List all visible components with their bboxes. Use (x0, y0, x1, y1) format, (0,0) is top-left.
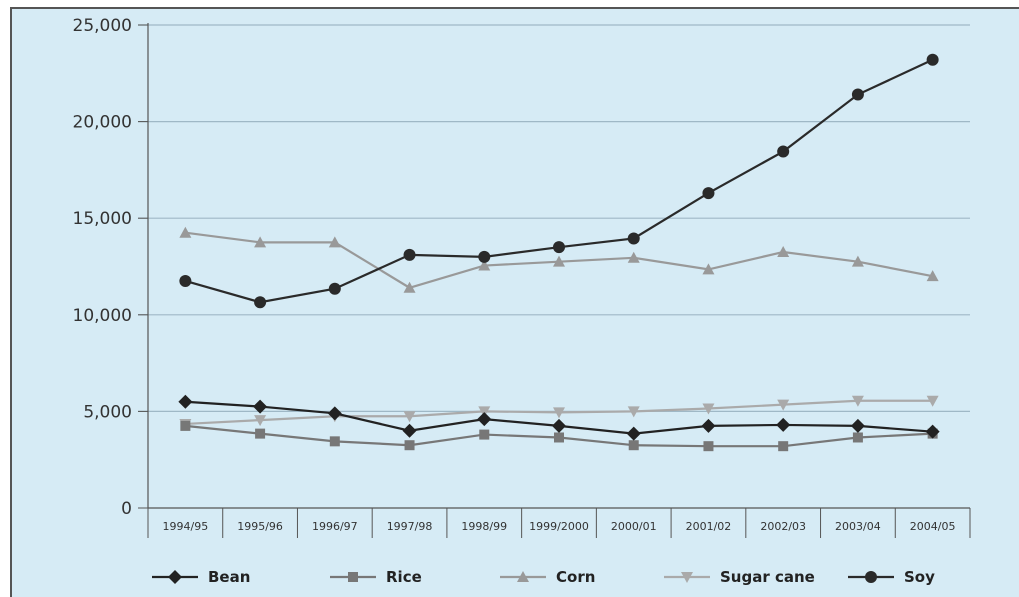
x-tick-label: 1995/96 (237, 520, 283, 533)
series-markers (178, 53, 940, 452)
data-point-bean (552, 418, 566, 433)
data-point-soy (553, 241, 565, 254)
grid-lines (138, 24, 970, 412)
y-tick-label: 10,000 (73, 306, 132, 326)
data-point-corn (478, 259, 491, 271)
data-point-corn (777, 246, 790, 258)
data-point-corn (254, 236, 267, 248)
data-point-soy (851, 88, 864, 101)
data-point-bean (327, 406, 342, 421)
data-point-corn (179, 226, 192, 238)
legend-label-rice: Rice (386, 568, 422, 586)
x-tick-label: 2001/02 (686, 520, 732, 533)
data-point-corn (851, 255, 864, 267)
y-tick-label: 15,000 (73, 209, 132, 229)
x-tick-label: 2003/04 (835, 520, 881, 533)
data-point-soy (926, 53, 939, 66)
data-point-corn (627, 251, 640, 263)
data-point-corn (403, 281, 416, 293)
data-point-rice (255, 428, 266, 439)
data-point-sugar-cane (553, 407, 565, 419)
data-point-rice (404, 440, 415, 451)
y-tick-label: 25,000 (73, 16, 132, 36)
data-point-soy (702, 187, 715, 200)
data-point-sugar-cane (254, 415, 267, 427)
data-point-rice (852, 432, 863, 443)
data-point-sugar-cane (627, 406, 640, 418)
data-point-rice (554, 432, 564, 443)
data-point-bean (925, 424, 940, 439)
axes (147, 23, 970, 509)
legend-marker-rice (348, 572, 358, 582)
data-point-rice (628, 440, 639, 451)
data-point-sugar-cane (777, 399, 790, 411)
data-point-sugar-cane (926, 395, 939, 407)
x-axis-ticks: 1994/95 1995/96 1996/97 1997/98 1998/99 1999/… (147, 508, 971, 538)
legend-marker-corn (517, 571, 529, 582)
data-point-bean (477, 412, 492, 427)
y-tick-label: 20,000 (73, 113, 132, 133)
data-point-corn (702, 263, 715, 275)
data-point-corn (328, 236, 341, 248)
x-tick-label: 1994/95 (163, 520, 209, 533)
legend-marker-bean (168, 570, 182, 584)
data-point-bean (178, 394, 193, 409)
data-point-bean (776, 417, 791, 432)
x-tick-label: 2000/01 (611, 520, 657, 533)
legend-label-sugar-cane: Sugar cane (720, 568, 815, 586)
x-tick-label: 1999/2000 (529, 520, 589, 533)
legend-marker-soy (865, 571, 877, 583)
data-point-bean (850, 418, 865, 433)
data-point-rice (778, 441, 789, 452)
data-point-soy (254, 296, 267, 309)
y-axis-ticks: 0 5,000 10,000 15,000 20,000 25,000 (73, 16, 148, 519)
legend-marker-sugar-cane (681, 572, 693, 583)
data-point-corn (553, 255, 565, 267)
data-point-sugar-cane (851, 395, 864, 407)
data-point-soy (627, 232, 640, 245)
data-point-rice (703, 441, 714, 452)
legend-label-soy: Soy (904, 568, 935, 586)
data-point-soy (328, 282, 341, 295)
data-point-bean (626, 426, 641, 441)
x-tick-label: 1996/97 (312, 520, 358, 533)
data-point-rice (180, 420, 191, 431)
data-point-rice (329, 436, 340, 447)
y-tick-label: 0 (121, 499, 132, 519)
data-point-soy (403, 248, 416, 261)
data-point-corn (926, 270, 939, 282)
x-tick-label: 2004/05 (910, 520, 956, 533)
chart-background (10, 7, 1019, 597)
x-tick-label: 2002/03 (760, 520, 806, 533)
data-point-rice (479, 429, 490, 440)
data-point-soy (777, 145, 790, 158)
data-point-bean (701, 418, 716, 433)
legend: Bean Rice Corn Sugar cane Soy (152, 568, 935, 586)
x-tick-label: 1997/98 (387, 520, 433, 533)
data-point-sugar-cane (403, 411, 416, 423)
x-tick-label: 1998/99 (461, 520, 507, 533)
y-tick-label: 5,000 (83, 402, 132, 422)
data-point-bean (402, 423, 417, 438)
data-point-soy (179, 274, 192, 287)
data-point-bean (253, 399, 268, 414)
legend-label-bean: Bean (208, 568, 250, 586)
data-point-sugar-cane (478, 406, 491, 418)
data-point-soy (478, 250, 491, 263)
legend-label-corn: Corn (556, 568, 595, 586)
data-point-sugar-cane (702, 403, 715, 415)
